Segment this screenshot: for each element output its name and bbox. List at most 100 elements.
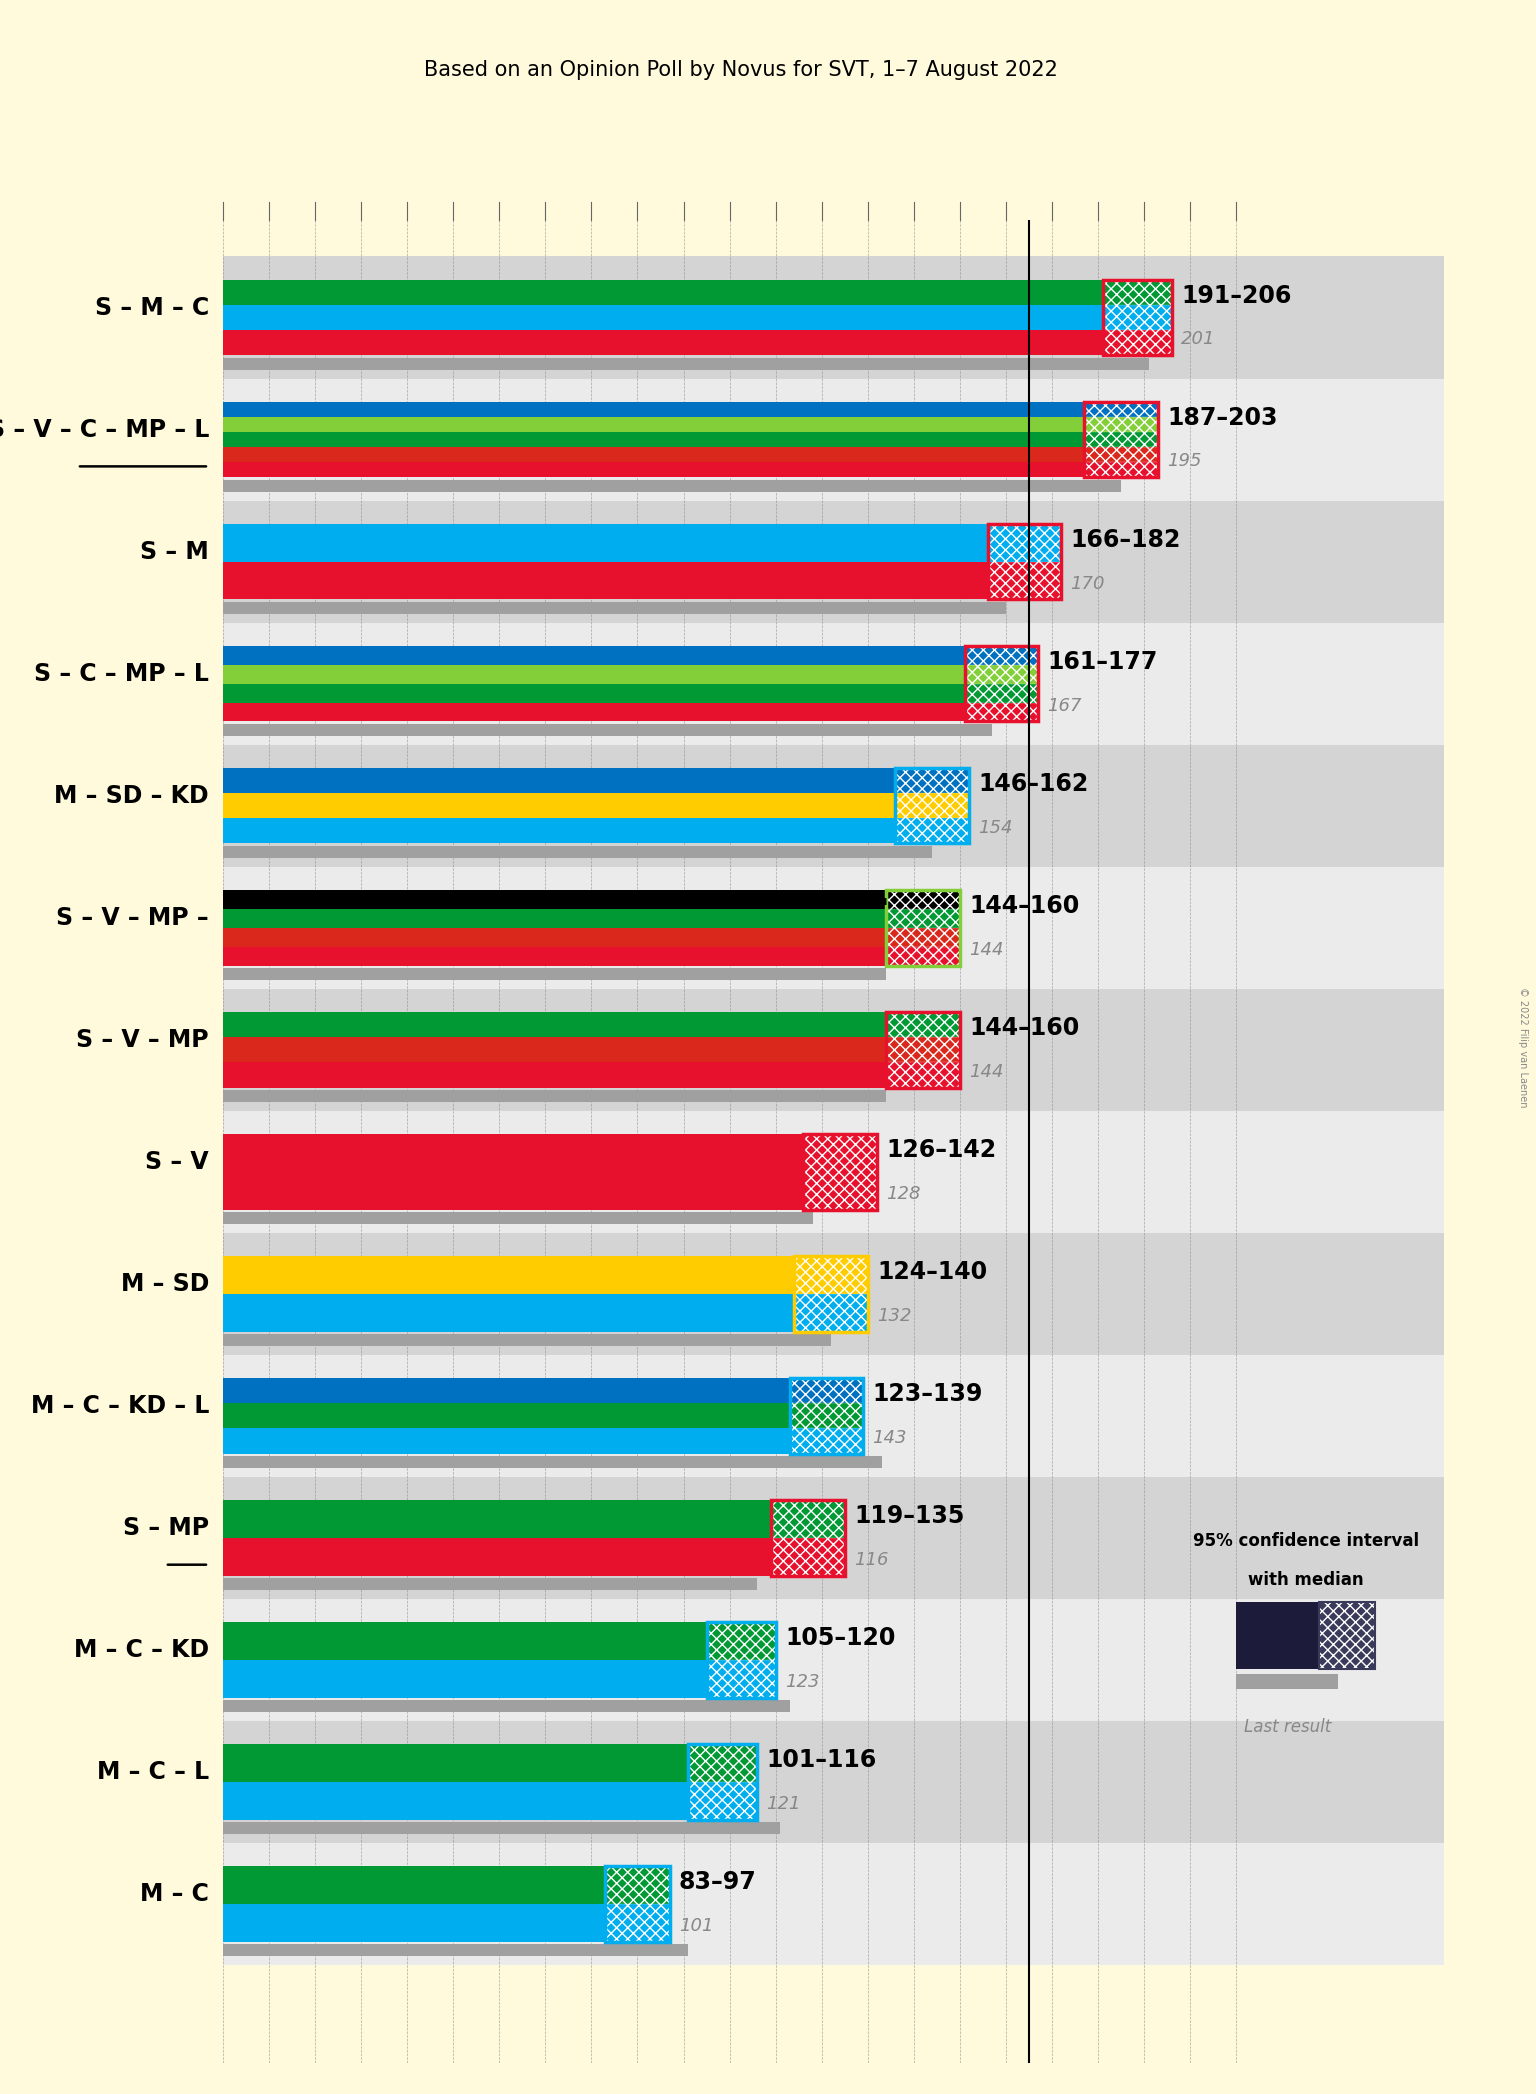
Bar — [803, 1135, 877, 1210]
Bar — [1103, 281, 1172, 306]
Bar — [223, 417, 1084, 431]
Bar — [771, 1537, 845, 1575]
Bar — [223, 255, 1444, 379]
Bar — [223, 1334, 831, 1346]
Bar — [707, 1623, 776, 1661]
Bar — [223, 768, 895, 794]
Bar — [223, 1256, 794, 1294]
Bar — [965, 645, 1038, 722]
Bar — [223, 846, 932, 859]
Bar — [223, 725, 992, 737]
Text: 132: 132 — [877, 1307, 911, 1326]
Bar — [886, 1062, 960, 1087]
Text: M – C – KD: M – C – KD — [74, 1638, 209, 1663]
Bar — [223, 1378, 790, 1403]
Bar — [771, 1537, 845, 1575]
Bar — [1319, 1602, 1375, 1669]
Bar — [223, 1476, 1444, 1600]
Bar — [790, 1378, 863, 1403]
Bar — [771, 1499, 845, 1537]
Text: 154: 154 — [978, 819, 1012, 838]
Bar — [223, 331, 1103, 356]
Text: Based on an Opinion Poll by Novus for SVT, 1–7 August 2022: Based on an Opinion Poll by Novus for SV… — [424, 59, 1058, 80]
Bar — [223, 1903, 605, 1941]
Bar — [223, 1866, 605, 1903]
Bar — [223, 1037, 886, 1062]
Bar — [886, 928, 960, 946]
Bar — [886, 1011, 960, 1037]
Text: S – M: S – M — [140, 540, 209, 563]
Bar — [895, 794, 969, 819]
Text: M – SD: M – SD — [120, 1271, 209, 1296]
Text: with median: with median — [1247, 1570, 1364, 1589]
Text: 146–162: 146–162 — [978, 773, 1089, 796]
Bar — [886, 946, 960, 965]
Bar — [790, 1378, 863, 1453]
Bar — [965, 683, 1038, 701]
Bar — [223, 946, 886, 965]
Bar — [605, 1903, 670, 1941]
Text: 201: 201 — [1181, 331, 1215, 348]
Bar — [886, 1062, 960, 1087]
Bar — [803, 1135, 877, 1210]
Bar — [886, 1011, 960, 1037]
Bar — [965, 683, 1038, 701]
Bar — [965, 645, 1038, 664]
Bar — [803, 1135, 877, 1210]
Bar — [1084, 402, 1158, 477]
Bar — [223, 448, 1084, 463]
Bar — [895, 768, 969, 844]
Bar — [223, 281, 1103, 306]
Bar — [605, 1866, 670, 1903]
Text: 105–120: 105–120 — [785, 1625, 895, 1650]
Bar — [223, 819, 895, 844]
Text: 191–206: 191–206 — [1181, 283, 1292, 308]
Bar — [223, 1499, 771, 1537]
Bar — [223, 745, 1444, 867]
Bar — [965, 664, 1038, 683]
Bar — [223, 1062, 886, 1087]
Bar — [1084, 448, 1158, 463]
Text: 121: 121 — [766, 1795, 800, 1813]
Text: Last result: Last result — [1244, 1717, 1330, 1736]
Bar — [223, 701, 965, 722]
Bar — [223, 1233, 1444, 1355]
Bar — [886, 928, 960, 946]
Bar — [886, 946, 960, 965]
Text: 170: 170 — [1071, 574, 1104, 593]
Bar — [790, 1403, 863, 1428]
Bar — [1103, 281, 1172, 306]
Bar — [790, 1403, 863, 1428]
Bar — [895, 768, 969, 794]
Bar — [223, 306, 1103, 331]
Bar — [886, 1011, 960, 1087]
Bar — [223, 794, 895, 819]
Bar — [223, 683, 965, 701]
Bar — [988, 524, 1061, 599]
Text: 144–160: 144–160 — [969, 1016, 1080, 1041]
Bar — [223, 1579, 757, 1589]
Bar — [886, 909, 960, 928]
Bar — [1084, 431, 1158, 448]
Bar — [223, 1455, 882, 1468]
Text: S – V – MP –: S – V – MP – — [57, 907, 209, 930]
Bar — [965, 664, 1038, 683]
Bar — [794, 1256, 868, 1294]
Text: 116: 116 — [854, 1552, 888, 1568]
Bar — [895, 819, 969, 844]
Bar — [605, 1903, 670, 1941]
Bar — [605, 1866, 670, 1941]
Bar — [1103, 306, 1172, 331]
Text: M – C – KD – L: M – C – KD – L — [31, 1395, 209, 1418]
Bar — [1236, 1673, 1338, 1688]
Bar — [1084, 417, 1158, 431]
Bar — [223, 645, 965, 664]
Text: S – C – MP – L: S – C – MP – L — [34, 662, 209, 687]
Bar — [886, 890, 960, 909]
Bar — [965, 701, 1038, 722]
Bar — [223, 1721, 1444, 1843]
Text: M – C: M – C — [140, 1883, 209, 1906]
Bar — [886, 1037, 960, 1062]
Bar — [794, 1294, 868, 1332]
Bar — [223, 524, 988, 561]
